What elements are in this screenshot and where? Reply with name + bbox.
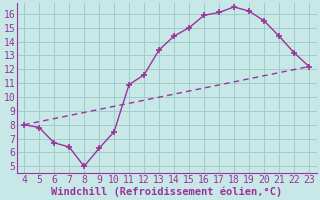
X-axis label: Windchill (Refroidissement éolien,°C): Windchill (Refroidissement éolien,°C) [51,186,282,197]
